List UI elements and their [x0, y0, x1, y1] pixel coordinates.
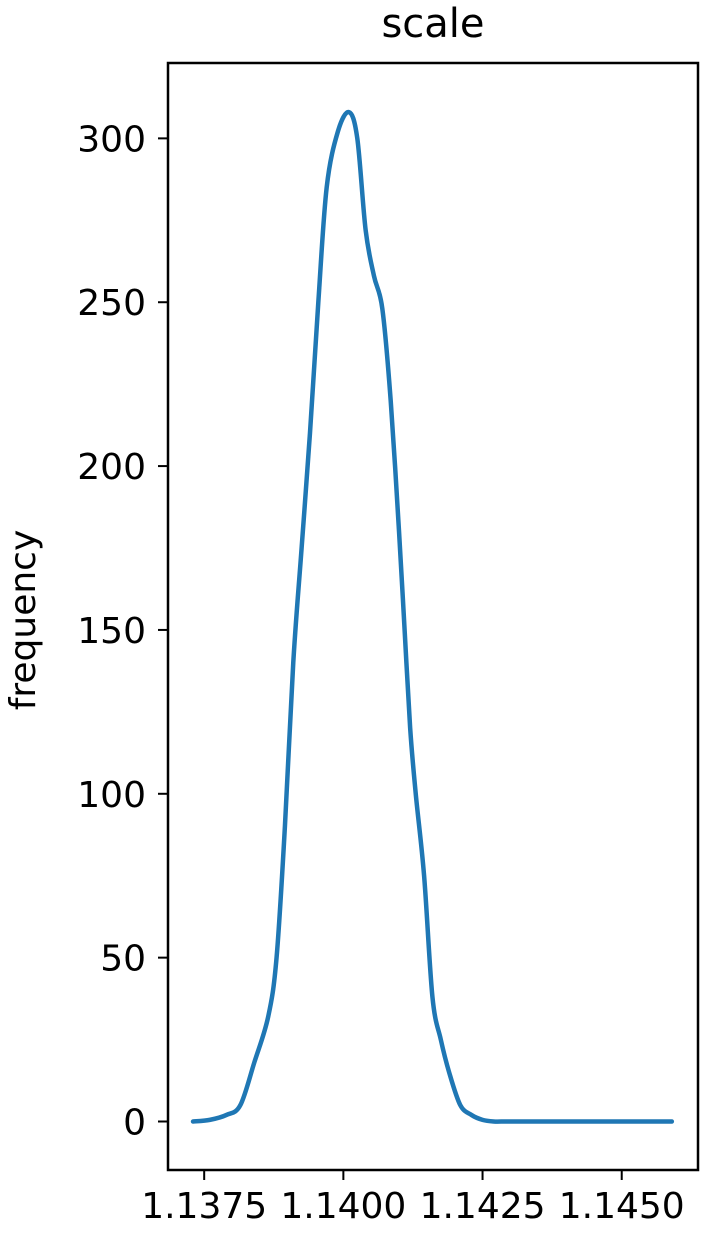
y-tick-label: 50: [100, 939, 146, 980]
y-axis-label: frequency: [3, 530, 44, 711]
x-tick-label: 1.1400: [280, 1186, 406, 1227]
y-tick-label: 0: [123, 1102, 146, 1143]
x-axis: 1.1375 1.1400 1.1425 1.1450: [141, 1170, 685, 1227]
y-axis: 0 50 100 150 200 250 300: [77, 119, 168, 1143]
y-tick-label: 150: [77, 611, 146, 652]
y-tick-label: 100: [77, 775, 146, 816]
x-tick-label: 1.1450: [559, 1186, 685, 1227]
y-tick-label: 250: [77, 283, 146, 324]
plot-frame: [166, 61, 700, 1172]
y-tick-label: 300: [77, 119, 146, 160]
series-line: [190, 109, 675, 1124]
x-tick-label: 1.1375: [141, 1186, 267, 1227]
chart-title: scale: [381, 1, 484, 47]
x-tick-label: 1.1425: [420, 1186, 546, 1227]
y-tick-label: 200: [77, 447, 146, 488]
